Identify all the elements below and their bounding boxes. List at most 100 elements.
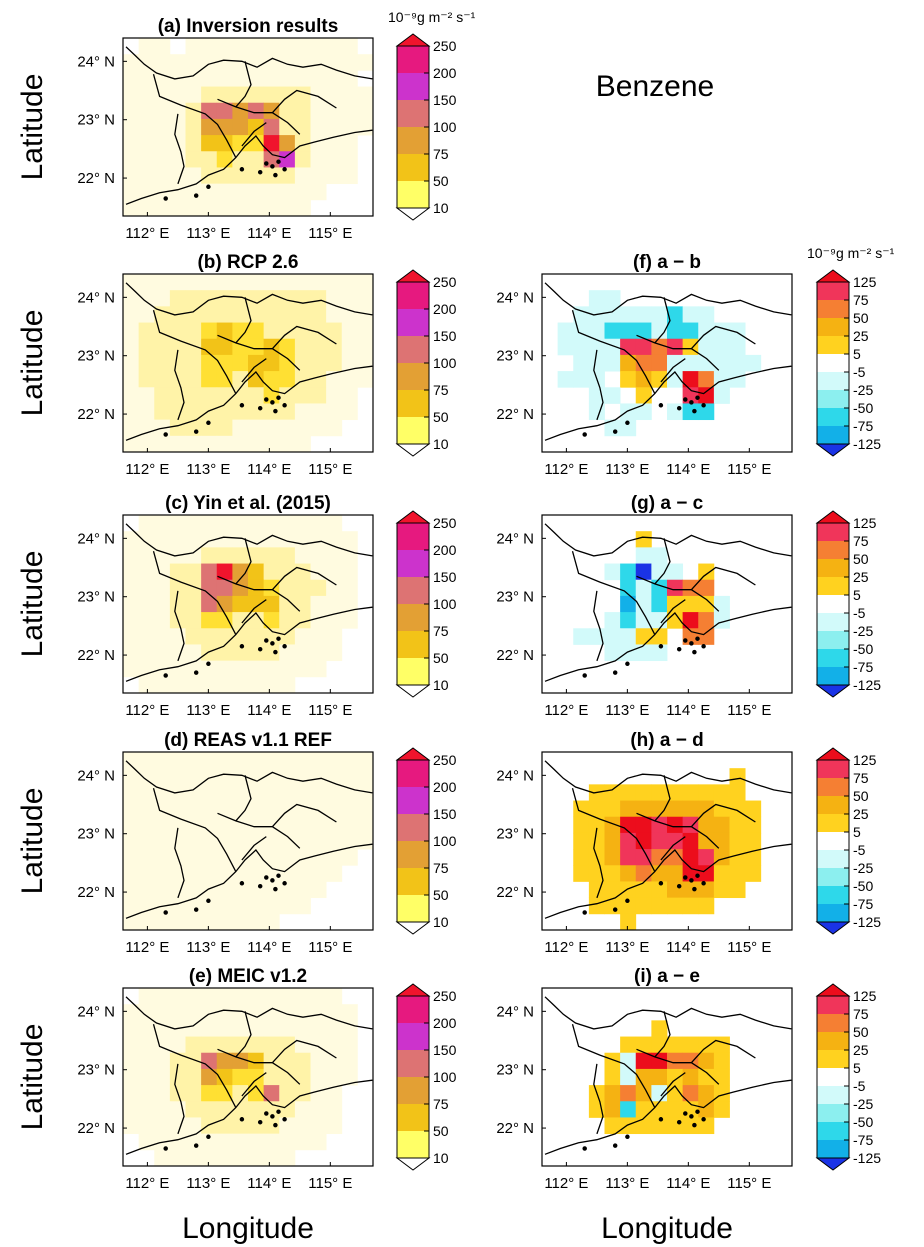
heatmap-cell: [169, 913, 186, 931]
colorbar-tick-label: 250: [433, 515, 457, 531]
heatmap-cell: [279, 102, 296, 120]
heatmap-cell: [294, 881, 311, 899]
heatmap-cell: [263, 1133, 280, 1151]
heatmap-cell: [169, 338, 186, 356]
heatmap-cell: [557, 322, 574, 340]
island-mark: [582, 910, 587, 915]
heatmap-cell: [185, 865, 202, 882]
colorbar-segment: [817, 354, 849, 373]
heatmap-cell: [294, 784, 311, 801]
heatmap-cell: [154, 547, 171, 564]
heatmap-cell: [294, 515, 311, 532]
island-mark: [683, 875, 688, 880]
x-tick-label: 115° E: [727, 702, 771, 719]
island-mark: [692, 408, 697, 414]
heatmap-cell: [713, 1052, 730, 1070]
heatmap-cell: [154, 354, 171, 372]
heatmap-cell: [216, 595, 233, 613]
colorbar: 250 200 150 100 75 50 10: [395, 983, 457, 1171]
heatmap-cell: [682, 832, 699, 850]
heatmap-cell: [138, 988, 155, 1005]
heatmap-cell: [216, 1117, 233, 1135]
heatmap-cell: [635, 595, 652, 613]
heatmap-cell: [667, 1036, 684, 1054]
heatmap-cell: [620, 832, 637, 850]
boundary-line: [654, 1011, 671, 1058]
heatmap-cell: [279, 403, 296, 421]
boundary-line: [593, 349, 604, 421]
heatmap-cell: [216, 897, 233, 915]
heatmap-cell: [326, 768, 343, 785]
heatmap-cell: [620, 563, 637, 581]
heatmap-cell: [248, 419, 265, 437]
heatmap-cell: [279, 897, 296, 915]
colorbar-tick-label: -25: [853, 1096, 873, 1112]
heatmap-cell: [341, 832, 358, 850]
heatmap-cell: [248, 290, 265, 307]
heatmap-cell: [263, 816, 280, 834]
heatmap-cell: [635, 865, 652, 882]
heatmap-cell: [138, 38, 155, 55]
heatmap-cell: [232, 865, 249, 882]
colorbar-segment: [817, 1032, 849, 1051]
heatmap-cell: [216, 676, 233, 694]
heatmap-cell: [154, 1117, 171, 1135]
heatmap-cell: [341, 354, 358, 372]
heatmap-cell: [341, 784, 358, 801]
heatmap-cell: [169, 660, 186, 678]
heatmap-cell: [232, 644, 249, 662]
heatmap-cell: [263, 1052, 280, 1070]
heatmap-cell: [138, 183, 155, 201]
heatmap-cell: [310, 306, 327, 323]
heatmap-cell: [667, 1052, 684, 1070]
heatmap-cell: [635, 387, 652, 404]
heatmap-cell: [745, 800, 762, 818]
heatmap-cell: [185, 387, 202, 404]
colorbar-tick-label: -5: [853, 842, 866, 858]
colorbar-segment: [397, 523, 429, 551]
heatmap-cell: [651, 644, 668, 662]
heatmap-cell: [713, 371, 730, 388]
panel-title: (b) RCP 2.6: [197, 252, 298, 273]
colorbar-tick-label: 50: [853, 1024, 869, 1040]
heatmap-cell: [310, 579, 327, 597]
heatmap-cell: [341, 86, 358, 104]
heatmap-cell: [279, 628, 296, 645]
heatmap-cell: [620, 403, 637, 421]
x-tick-label: 112° E: [125, 702, 169, 719]
heatmap-cell: [201, 897, 218, 915]
heatmap-cell: [357, 306, 374, 323]
island-mark: [582, 1146, 587, 1151]
heatmap-cell: [123, 660, 140, 678]
colorbar-tick-label: 50: [433, 650, 449, 666]
heatmap-cell: [620, 816, 637, 834]
heatmap-cell: [154, 1020, 171, 1037]
heatmap-cell: [279, 183, 296, 201]
boundary-line: [125, 523, 373, 557]
boundary-line: [152, 74, 237, 158]
heatmap-cell: [604, 322, 621, 340]
heatmap-cell: [263, 660, 280, 678]
heatmap-cell: [169, 183, 186, 201]
heatmap-cell: [138, 1004, 155, 1021]
heatmap-cell: [326, 338, 343, 356]
x-tick-label: 114° E: [666, 461, 710, 478]
heatmap-cell: [263, 1085, 280, 1102]
island-mark: [270, 164, 275, 169]
heatmap-cell: [713, 612, 730, 629]
heatmap-cell: [667, 322, 684, 340]
heatmap-cell: [326, 1004, 343, 1021]
island-mark: [695, 636, 700, 641]
y-tick-label: 23° N: [77, 826, 115, 843]
heatmap-cell: [154, 988, 171, 1005]
colorbar-tick-label: 50: [433, 409, 449, 425]
heatmap-cell: [310, 849, 327, 866]
colorbar-segment: [397, 1104, 429, 1132]
heatmap-cell: [341, 768, 358, 785]
heatmap-cell: [651, 579, 668, 597]
heatmap-cell: [279, 1052, 296, 1070]
heatmap-cell: [326, 784, 343, 801]
heatmap-cell: [620, 371, 637, 388]
colorbar-segment: [397, 100, 429, 128]
heatmap-cell: [620, 913, 637, 931]
